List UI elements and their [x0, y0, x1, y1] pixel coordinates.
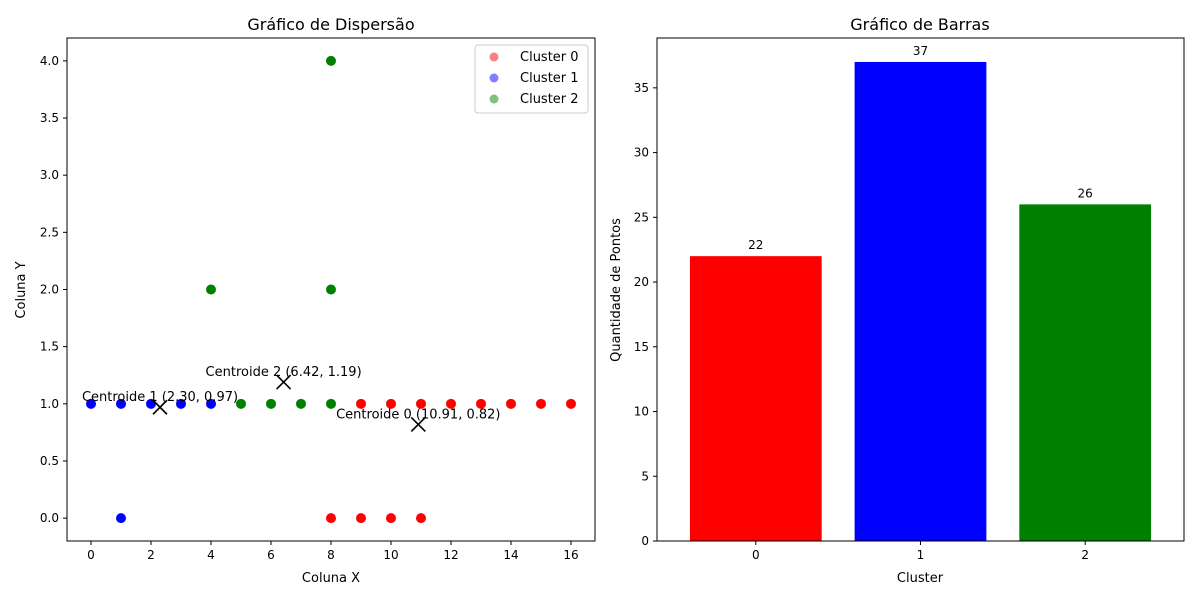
bar-y-tick-label: 20 [634, 275, 649, 289]
scatter-point-cluster-2 [326, 284, 336, 295]
bar-y-tick-label: 0 [641, 534, 649, 548]
bar-cluster-0 [689, 256, 822, 541]
scatter-y-axis-label: Coluna Y [14, 261, 29, 318]
scatter-x-tick-label: 14 [503, 548, 518, 562]
scatter-x-tick-label: 6 [267, 548, 275, 562]
scatter-point-cluster-0 [386, 513, 396, 524]
legend-box [474, 44, 589, 114]
scatter-point-cluster-0 [566, 398, 576, 409]
scatter-x-tick-label: 12 [443, 548, 458, 562]
legend-marker-cluster-0 [489, 52, 499, 62]
scatter-y-tick-label: 1.0 [40, 397, 59, 411]
scatter-y-tick-label: 3.5 [40, 111, 59, 125]
bar-y-tick-label: 5 [641, 469, 649, 483]
bar-value-label: 22 [748, 238, 763, 252]
scatter-x-tick-label: 8 [327, 548, 335, 562]
bar-y-tick-label: 30 [634, 146, 649, 160]
centroid-label-1: Centroide 1 (2.30, 0.97) [82, 390, 238, 405]
bar-y-tick-label: 25 [634, 210, 649, 224]
scatter-y-tick-label: 0.5 [40, 454, 59, 468]
scatter-point-cluster-0 [386, 398, 396, 409]
centroid-marker-1 [152, 399, 168, 415]
scatter-point-cluster-1 [116, 398, 126, 409]
bar-x-tick-label: 2 [1081, 548, 1089, 562]
scatter-point-cluster-0 [536, 398, 546, 409]
scatter-point-cluster-1 [176, 398, 186, 409]
scatter-x-tick-label: 4 [207, 548, 215, 562]
scatter-point-cluster-2 [326, 398, 336, 409]
scatter-legend: Cluster 0 Cluster 1 Cluster 2 [474, 44, 589, 114]
scatter-point-cluster-1 [86, 398, 96, 409]
legend-marker-cluster-2 [489, 94, 499, 104]
scatter-x-tick-label: 10 [383, 548, 398, 562]
bar-x-tick-label: 0 [752, 548, 760, 562]
scatter-chart: Gráfico de Dispersão 0 2 4 6 8 10 12 14 16 0.0 0.5… [14, 15, 596, 586]
scatter-point-cluster-0 [326, 513, 336, 524]
bar-y-tick-label: 15 [634, 340, 649, 354]
scatter-y-tick-label: 1.5 [40, 340, 59, 354]
scatter-point-cluster-2 [296, 398, 306, 409]
bar-cluster-1 [854, 61, 987, 541]
bar-x-axis-label: Cluster [897, 571, 944, 586]
bar-chart: Gráfico de Barras 0 5 10 15 20 25 30 35 0 1 2 22 37… [609, 15, 1185, 586]
legend-label-cluster-2: Cluster 2 [520, 92, 579, 107]
scatter-y-tick-label: 4.0 [40, 54, 59, 68]
legend-label-cluster-1: Cluster 1 [520, 71, 579, 86]
scatter-y-tick-label: 2.0 [40, 283, 59, 297]
scatter-point-cluster-1 [206, 398, 216, 409]
scatter-plot-frame [66, 37, 596, 542]
scatter-x-tick-label: 0 [87, 548, 95, 562]
scatter-point-cluster-0 [416, 513, 426, 524]
scatter-point-cluster-0 [506, 398, 516, 409]
legend-label-cluster-0: Cluster 0 [520, 50, 579, 65]
scatter-point-cluster-0 [356, 398, 366, 409]
scatter-y-tick-label: 2.5 [40, 225, 59, 239]
scatter-point-cluster-2 [266, 398, 276, 409]
legend-marker-cluster-1 [489, 73, 499, 83]
centroid-marker-0 [410, 416, 426, 432]
bar-y-tick-label: 10 [634, 405, 649, 419]
bar-y-tick-label: 35 [634, 81, 649, 95]
bar-plot-frame [656, 37, 1185, 542]
scatter-point-cluster-0 [476, 398, 486, 409]
bar-title: Gráfico de Barras [850, 15, 989, 34]
scatter-point-cluster-1 [116, 513, 126, 524]
scatter-point-cluster-0 [446, 398, 456, 409]
bar-value-label: 26 [1078, 186, 1093, 200]
scatter-point-cluster-0 [356, 513, 366, 524]
scatter-point-cluster-2 [236, 398, 246, 409]
scatter-point-cluster-0 [416, 398, 426, 409]
centroid-label-0: Centroide 0 (10.91, 0.82) [336, 407, 500, 422]
scatter-x-axis-label: Coluna X [302, 571, 360, 586]
scatter-x-tick-label: 16 [563, 548, 578, 562]
centroid-label-2: Centroide 2 (6.42, 1.19) [206, 365, 362, 380]
bar-x-tick-label: 1 [917, 548, 925, 562]
scatter-point-cluster-2 [326, 55, 336, 66]
centroid-marker-2 [276, 374, 292, 390]
scatter-y-tick-label: 3.0 [40, 168, 59, 182]
bar-value-label: 37 [913, 44, 928, 58]
scatter-x-tick-label: 2 [147, 548, 155, 562]
scatter-title: Gráfico de Dispersão [247, 15, 414, 34]
scatter-point-cluster-2 [206, 284, 216, 295]
scatter-y-tick-label: 0.0 [40, 511, 59, 525]
bar-cluster-2 [1019, 204, 1152, 541]
bar-y-axis-label: Quantidade de Pontos [609, 218, 624, 362]
